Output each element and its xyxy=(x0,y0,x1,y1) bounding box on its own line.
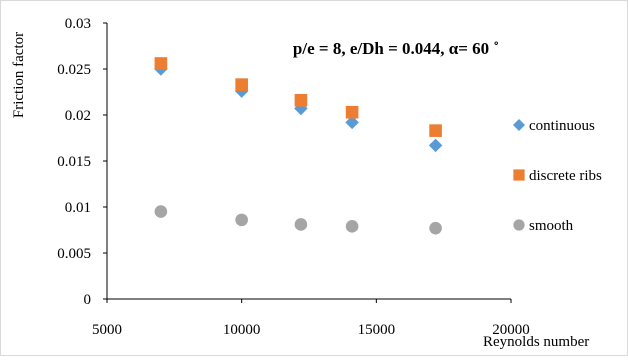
x-tick-label: 15000 xyxy=(358,322,396,338)
smooth-point xyxy=(235,213,248,227)
smooth-point xyxy=(154,205,168,218)
discrete-ribs-point xyxy=(294,93,308,107)
y-tick-label: 0.015 xyxy=(57,154,91,170)
y-tick-label: 0.02 xyxy=(65,108,91,124)
smooth-point xyxy=(429,221,442,235)
discrete-ribs-point xyxy=(235,78,248,91)
smooth-point xyxy=(345,220,359,233)
chart-title: p/e = 8, e/Dh = 0.044, α= 60 ˚ xyxy=(293,39,499,58)
x-tick-label: 5000 xyxy=(92,322,122,338)
legend-label-smooth: smooth xyxy=(529,218,574,234)
axes xyxy=(103,22,512,303)
data-points xyxy=(154,57,443,235)
x-tick-label: 10000 xyxy=(223,322,261,338)
legend: continuous discrete ribs smooth xyxy=(513,118,602,234)
y-axis-title: Friction factor xyxy=(11,32,27,118)
legend-marker-discrete-ribs xyxy=(513,169,525,181)
y-tick-label: 0.005 xyxy=(57,246,91,262)
y-tick-label: 0.03 xyxy=(65,16,91,32)
legend-label-continuous: continuous xyxy=(529,118,595,134)
legend-label-discrete-ribs: discrete ribs xyxy=(529,168,602,184)
legend-marker-continuous xyxy=(513,119,525,131)
continuous-point xyxy=(428,138,443,153)
legend-marker-smooth xyxy=(513,219,525,231)
continuous-point xyxy=(345,115,359,130)
x-tick-label: 20000 xyxy=(492,322,530,338)
discrete-ribs-point xyxy=(345,105,359,119)
y-tick-label: 0 xyxy=(84,292,92,308)
smooth-point xyxy=(294,218,308,231)
y-tick-label: 0.01 xyxy=(65,200,91,216)
y-tick-label: 0.025 xyxy=(57,62,91,78)
x-axis-title: Reynolds number xyxy=(483,334,589,350)
tick-labels: 0 0.005 0.01 0.015 0.02 0.025 0.03 5000 10000 150… xyxy=(57,16,530,338)
discrete-ribs-point xyxy=(154,57,168,70)
discrete-ribs-point xyxy=(429,124,442,137)
